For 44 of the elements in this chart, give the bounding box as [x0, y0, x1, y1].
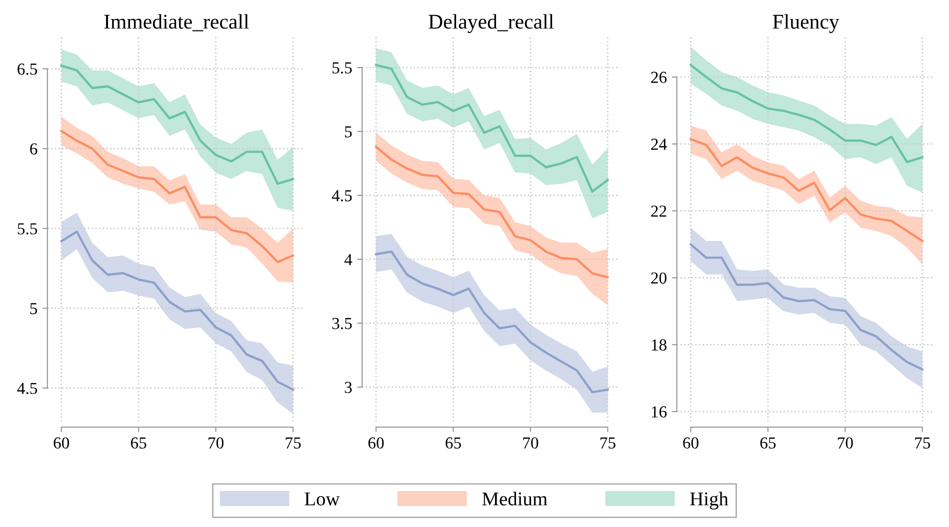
x-tick-label: 65: [130, 437, 146, 449]
x-tick-label: 75: [286, 438, 301, 449]
y-tick-label: 22: [651, 206, 666, 217]
y-tick-label: 20: [651, 272, 666, 284]
y-tick-label: 4.5: [332, 190, 352, 202]
line-series: [374, 64, 609, 193]
line-series: [60, 230, 294, 391]
line-series: [690, 243, 924, 371]
legend-label: Medium: [482, 492, 548, 506]
y-tick-label: 3: [344, 382, 352, 394]
line-series: [60, 130, 294, 264]
x-tick-label: 60: [683, 437, 698, 449]
y-tick-label: 5: [345, 126, 352, 138]
line-series: [60, 64, 294, 185]
x-tick-label: 70: [208, 437, 224, 449]
x-tick-label: 65: [760, 437, 776, 449]
y-tick-label: 6.5: [18, 64, 38, 75]
x-tick-label: 60: [54, 437, 70, 449]
line-series: [690, 64, 924, 164]
chart-title: Delayed_recall: [428, 14, 554, 34]
line-series: [374, 250, 609, 394]
x-tick-label: 75: [915, 438, 930, 449]
line-series: [690, 138, 924, 242]
y-tick-label: 16: [652, 406, 667, 418]
x-tick-label: 70: [523, 437, 538, 449]
y-tick-label: 24: [651, 138, 667, 150]
x-tick-label: 70: [838, 437, 853, 449]
chart-title: Fluency: [772, 14, 840, 34]
y-tick-label: 5.5: [332, 62, 352, 74]
chart-title: Immediate_recall: [104, 14, 249, 32]
line-series: [374, 146, 609, 278]
y-tick-label: 5.5: [18, 223, 38, 234]
legend-label: Low: [304, 492, 340, 506]
legend-label: High: [690, 492, 728, 510]
y-tick-label: 6: [30, 143, 38, 155]
y-tick-label: 26: [651, 72, 667, 83]
x-tick-label: 65: [446, 437, 461, 449]
y-tick-label: 4.5: [17, 382, 38, 394]
x-tick-label: 60: [368, 437, 384, 449]
y-tick-label: 5: [30, 303, 38, 314]
y-tick-label: 18: [652, 339, 666, 351]
y-tick-label: 4: [344, 254, 352, 266]
y-tick-label: 3.5: [332, 318, 352, 330]
x-tick-label: 75: [600, 438, 616, 449]
